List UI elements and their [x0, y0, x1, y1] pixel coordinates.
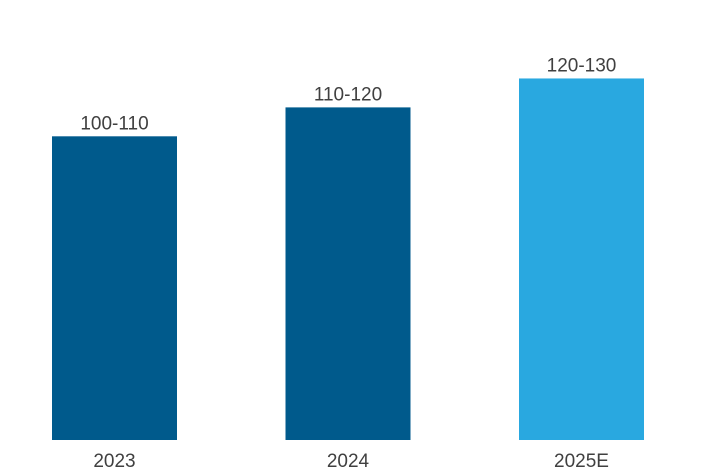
bars-layer: [52, 78, 644, 441]
x-tick-label-2024: 2024: [327, 451, 370, 468]
bar-2024: [285, 107, 411, 440]
x-tick-label-2025e: 2025E: [554, 451, 609, 468]
data-labels-layer: 100-110 110-120 120-130: [80, 55, 616, 134]
data-label-2024: 110-120: [314, 84, 382, 105]
x-tick-label-2023: 2023: [93, 451, 135, 468]
bar-2023: [52, 136, 177, 441]
bar-2025e: [519, 78, 644, 440]
data-label-2025e: 120-130: [547, 55, 617, 76]
x-tick-labels-layer: 2023 2024 2025E: [93, 451, 609, 468]
data-label-2023: 100-110: [80, 113, 148, 134]
